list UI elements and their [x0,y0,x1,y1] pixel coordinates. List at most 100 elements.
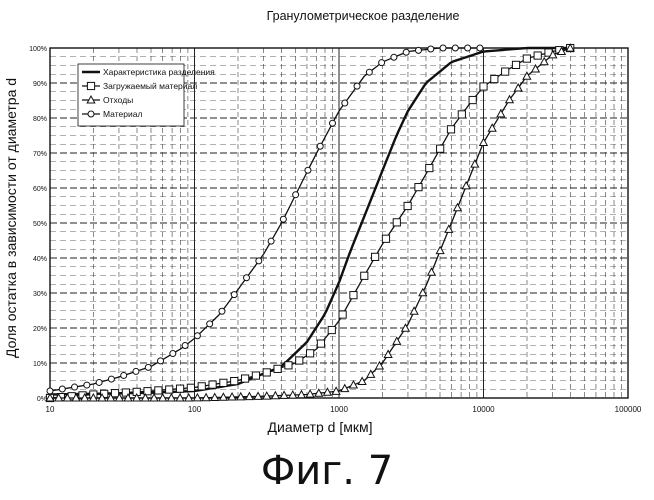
series-marker [437,145,444,152]
series-marker [339,311,346,318]
series-marker [391,54,397,60]
series-marker [488,124,496,131]
series-marker [502,68,509,75]
series-marker [372,253,379,260]
series-marker [458,111,465,118]
series-marker [317,143,323,149]
y-tick-label: 40% [33,256,47,263]
series-marker [415,184,422,191]
x-tick-label: 100 [188,405,202,414]
series-marker [307,350,314,357]
series-marker [194,333,200,339]
legend-label: Загружаемый материал [103,81,197,91]
y-tick-label: 60% [33,186,47,193]
series-marker [477,45,483,51]
series-marker [187,384,194,391]
series-marker [491,75,498,82]
legend-marker [88,111,94,117]
series-marker [415,47,421,53]
series-marker [293,192,299,198]
series-marker [480,139,488,146]
series-marker [447,126,454,133]
legend-label: Материал [103,109,142,119]
series-marker [342,100,348,106]
series-marker [305,167,311,173]
series-marker [121,372,127,378]
y-tick-label: 30% [33,291,47,298]
series-marker [268,238,274,244]
series-marker [403,49,409,55]
series-marker [280,216,286,222]
series-marker [274,365,281,372]
y-tick-label: 70% [33,151,47,158]
legend-marker [87,82,94,89]
series-marker [419,289,427,296]
series-marker [59,386,65,392]
series-marker [465,45,471,51]
chart-title: Гранулометрическое разделение [267,9,460,23]
figure-caption: Фиг. 7 [0,448,654,494]
series-marker [534,52,541,59]
series-marker [452,45,458,51]
y-tick-label: 10% [33,361,47,368]
series-marker [176,385,183,392]
y-tick-label: 80% [33,116,47,123]
series-marker [155,387,162,394]
legend-label: Отходы [103,95,133,105]
series-marker [523,55,530,62]
series-marker [231,378,238,385]
series-marker [182,343,188,349]
series-marker [111,390,118,397]
series-marker [244,275,250,281]
series-marker [241,375,248,382]
series-marker [404,202,411,209]
series-marker [252,372,259,379]
series-marker [426,164,433,171]
series-marker [436,247,444,254]
series-marker [219,308,225,314]
series-marker [497,110,505,117]
series-marker [133,368,139,374]
x-axis-label: Диаметр d [мкм] [268,419,373,435]
series-marker [361,272,368,279]
series-marker [354,83,360,89]
series-marker [454,204,462,211]
series-marker [440,45,446,51]
series-marker [231,292,237,298]
series-marker [366,69,372,75]
series-marker [471,160,479,167]
legend-label: Характеристика разделения [103,67,215,77]
series-marker [72,384,78,390]
series-marker [84,382,90,388]
series-marker [469,96,476,103]
y-tick-label: 0% [37,396,47,403]
y-axis-label: Доля остатка в зависимости от диаметра d [3,78,19,358]
y-tick-label: 50% [33,221,47,228]
series-marker [393,219,400,226]
series-marker [209,381,216,388]
y-tick-label: 100% [29,46,47,53]
series-marker [428,268,436,275]
series-marker [285,362,292,369]
series-marker [47,388,53,394]
x-tick-label: 10000 [472,405,495,414]
series-marker [170,351,176,357]
series-marker [350,292,357,299]
series-marker [329,120,335,126]
series-marker [158,358,164,364]
series-marker [382,235,389,242]
series-marker [480,83,487,90]
series-marker [256,258,262,264]
x-tick-label: 1000 [330,405,348,414]
series-marker [512,61,519,68]
y-tick-label: 90% [33,81,47,88]
series-marker [263,369,270,376]
series-marker [108,376,114,382]
y-tick-label: 20% [33,326,47,333]
series-marker [220,379,227,386]
chart-figure: 101001000100001000000%10%20%30%40%50%60%… [0,0,654,440]
series-marker [296,357,303,364]
series-marker [379,60,385,66]
series-marker [166,386,173,393]
series-marker [198,383,205,390]
